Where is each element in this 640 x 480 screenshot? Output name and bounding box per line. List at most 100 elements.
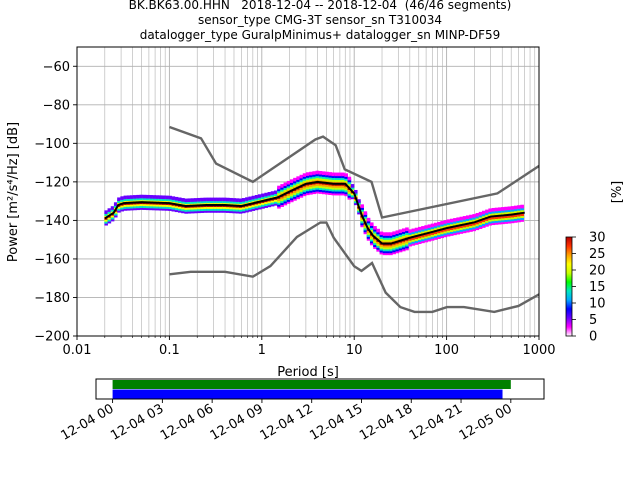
heatmap-cell — [331, 174, 336, 179]
heatmap-cell — [142, 194, 147, 199]
heatmap-cell — [152, 204, 156, 209]
heatmap-cell — [389, 238, 393, 242]
heatmap-cell — [315, 184, 320, 188]
heatmap-cell — [200, 205, 204, 210]
heatmap-cell — [373, 245, 377, 249]
heatmap-cell — [472, 216, 476, 220]
heatmap-cell — [513, 217, 518, 221]
heatmap-cell — [280, 187, 284, 192]
heatmap-cell — [363, 213, 368, 217]
heatmap-cell — [421, 227, 425, 232]
heatmap-cell — [174, 198, 179, 203]
heatmap-cell — [481, 220, 486, 224]
heatmap-cell — [177, 197, 182, 202]
heatmap-cell — [184, 206, 188, 210]
heatmap-cell — [126, 203, 131, 207]
y-tick-label: −60 — [43, 60, 70, 75]
heatmap-cell — [462, 227, 467, 232]
heatmap-cell — [229, 207, 233, 212]
heatmap-cell — [405, 227, 409, 232]
heatmap-cell — [389, 251, 393, 256]
heatmap-cell — [389, 232, 393, 236]
heatmap-cell — [321, 175, 326, 179]
heatmap-cell — [325, 179, 329, 184]
heatmap-cell — [289, 196, 294, 201]
heatmap-cell — [369, 239, 374, 244]
heatmap-cell — [165, 203, 169, 207]
heatmap-cell — [318, 174, 323, 179]
heatmap-cell — [299, 188, 304, 192]
heatmap-cell — [510, 219, 515, 224]
heatmap-cell — [280, 201, 284, 206]
heatmap-cell — [491, 211, 496, 216]
heatmap-cell — [369, 222, 374, 227]
heatmap-cell — [491, 215, 496, 220]
heatmap-cell — [158, 205, 163, 209]
heatmap-cell — [398, 244, 403, 249]
heatmap-cell — [389, 234, 393, 238]
heatmap-cell — [341, 189, 345, 194]
heatmap-cell — [382, 247, 387, 252]
heatmap-cell — [145, 202, 150, 207]
heatmap-cell — [501, 208, 505, 213]
heatmap-cell — [136, 198, 140, 203]
heatmap-cell — [286, 198, 291, 202]
heatmap-cell — [216, 199, 220, 204]
heatmap-cell — [302, 184, 307, 189]
timeline-tick-label: 12-04 12 — [258, 401, 316, 443]
heatmap-cell — [446, 232, 451, 237]
heatmap-cell — [225, 197, 230, 202]
heatmap-cell — [363, 211, 368, 215]
heatmap-cell — [437, 225, 441, 230]
heatmap-cell — [517, 205, 521, 209]
heatmap-cell — [517, 209, 521, 213]
heatmap-cell — [469, 222, 473, 227]
heatmap-cell — [341, 191, 345, 196]
heatmap-cell — [405, 242, 409, 247]
heatmap-cell — [334, 186, 339, 190]
y-tick-label: −100 — [34, 137, 70, 152]
heatmap-cell — [241, 199, 246, 204]
heatmap-cell — [373, 243, 377, 247]
heatmap-cell — [414, 235, 419, 240]
heatmap-cell — [337, 189, 342, 194]
heatmap-cell — [449, 226, 454, 231]
heatmap-cell — [472, 214, 476, 218]
heatmap-cell — [485, 213, 489, 218]
heatmap-cell — [449, 230, 454, 234]
heatmap-cell — [376, 230, 380, 235]
heatmap-cell — [193, 200, 198, 204]
heatmap-cell — [232, 207, 236, 212]
heatmap-cell — [264, 200, 268, 205]
heatmap-cell — [270, 193, 275, 197]
noise-model-low — [169, 221, 539, 314]
heatmap-cell — [235, 206, 240, 210]
timeline-tick-label: 12-04 21 — [407, 401, 465, 443]
heatmap-cell — [373, 229, 377, 234]
heatmap-cell — [417, 230, 422, 235]
heatmap-cell — [299, 192, 304, 196]
heatmap-cell — [107, 210, 112, 214]
heatmap-cell — [437, 235, 441, 239]
heatmap-cell — [465, 215, 470, 220]
heatmap-cell — [376, 234, 380, 239]
heatmap-cell — [187, 202, 192, 206]
heatmap-cell — [443, 220, 448, 224]
heatmap-cell — [321, 182, 326, 187]
heatmap-cell — [177, 199, 182, 204]
heatmap-cell — [187, 208, 192, 212]
heatmap-cell — [353, 189, 358, 194]
heatmap-cell — [501, 210, 505, 215]
heatmap-cell — [149, 206, 153, 211]
heatmap-cell — [312, 184, 316, 189]
heatmap-cell — [481, 212, 486, 217]
heatmap-cell — [229, 209, 233, 214]
heatmap-cell — [293, 177, 297, 182]
heatmap-cell — [459, 226, 464, 230]
heatmap-cell — [453, 227, 457, 232]
heatmap-cell — [379, 233, 384, 238]
heatmap-cell — [360, 221, 364, 226]
heatmap-cell — [289, 187, 294, 191]
heatmap-cell — [177, 209, 182, 213]
